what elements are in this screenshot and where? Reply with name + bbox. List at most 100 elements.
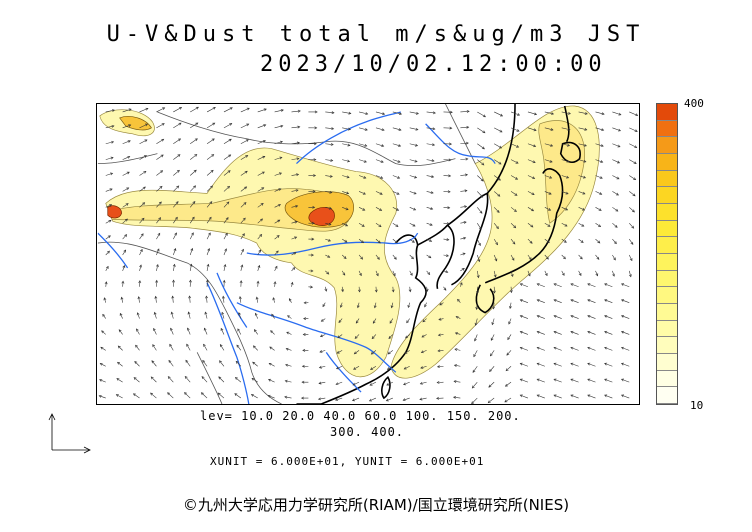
wind-arrow-head [313, 174, 317, 177]
contour-levels-cont: 300. 400. [330, 425, 405, 439]
wind-arrow-head [620, 362, 625, 366]
wind-arrow [472, 381, 478, 389]
wind-arrow [421, 350, 427, 353]
wind-arrow-head [356, 305, 360, 309]
wind-arrow [100, 363, 106, 367]
wind-arrow [187, 327, 191, 335]
wind-arrow [493, 302, 495, 309]
wind-arrow-head [171, 295, 175, 299]
wind-arrow-head [478, 226, 482, 230]
wind-arrow [173, 154, 181, 160]
wind-arrow-head [303, 317, 307, 321]
wind-arrow [287, 315, 292, 319]
wind-arrow [409, 270, 413, 276]
wind-arrow [375, 111, 385, 115]
wind-arrow-head [252, 361, 256, 365]
wind-arrow [171, 312, 174, 319]
wind-arrow [629, 143, 637, 148]
wind-arrow-head [151, 360, 155, 364]
wind-arrow [612, 127, 621, 132]
wind-arrow-head [245, 139, 249, 143]
wind-arrow-head [547, 224, 551, 227]
wind-arrow [510, 127, 520, 132]
wind-arrow-head [628, 274, 632, 278]
wind-arrow [595, 238, 601, 244]
wind-arrow [460, 206, 467, 208]
wind-arrow-head [155, 279, 159, 283]
wind-arrow-head [361, 240, 365, 244]
wind-arrow-head [297, 125, 301, 129]
wind-arrow [561, 175, 569, 179]
wind-arrow-head [346, 191, 350, 195]
wind-arrow [156, 123, 165, 129]
wind-arrow-head [570, 299, 574, 302]
wind-arrow [426, 254, 432, 259]
wind-arrow [104, 297, 107, 303]
wind-arrow [358, 238, 364, 243]
wind-arrow [409, 111, 419, 115]
wind-arrow [438, 334, 444, 336]
wind-arrow-head [128, 124, 132, 128]
wind-arrow-head [427, 272, 431, 276]
wind-arrow-head [587, 283, 591, 286]
wind-arrow [426, 127, 435, 130]
wind-arrow-head [631, 209, 635, 213]
colorbar-segment [657, 337, 677, 354]
wind-arrow [105, 172, 113, 176]
wind-arrow-head [123, 249, 127, 253]
wind-arrow-head [570, 362, 574, 366]
wind-arrow-head [209, 201, 213, 205]
wind-arrow [116, 378, 123, 383]
wind-arrow-head [136, 328, 139, 332]
wind-arrow [173, 170, 180, 176]
wind-arrow [490, 350, 495, 357]
wind-arrow [510, 191, 518, 196]
wind-arrow [392, 207, 399, 211]
wind-arrow [621, 331, 630, 335]
wind-arrow [438, 318, 444, 320]
wind-arrow [325, 238, 331, 242]
wind-arrow-head [437, 333, 441, 337]
wind-arrow [285, 380, 292, 383]
wind-arrow-head [630, 241, 634, 245]
wind-arrow-head [462, 252, 466, 256]
wind-arrow-head [138, 280, 142, 284]
wind-arrow-head [419, 381, 423, 385]
wind-arrow-head [413, 191, 417, 195]
wind-arrow [336, 365, 343, 370]
wind-arrow [122, 234, 127, 240]
wind-arrow-head [313, 158, 317, 162]
wind-arrow-head [582, 191, 586, 195]
wind-arrow-head [363, 159, 367, 163]
wind-arrow-head [516, 129, 520, 132]
wind-arrow-head [432, 127, 436, 131]
wind-arrow [612, 254, 616, 261]
wind-arrow [358, 270, 362, 276]
wind-arrow-head [583, 143, 587, 147]
wind-arrow [269, 346, 275, 351]
wind-arrow [102, 314, 106, 319]
wind-arrow [342, 175, 350, 178]
wind-arrow [426, 111, 436, 114]
wind-arrow-head [190, 247, 194, 252]
wind-arrow-head [613, 257, 616, 261]
wind-arrow-head [455, 316, 459, 319]
wind-arrow-head [235, 360, 239, 364]
wind-arrow [319, 365, 326, 369]
wind-arrow [156, 154, 164, 160]
wind-arrow [595, 175, 603, 179]
wind-arrow-head [144, 123, 149, 127]
wind-arrow-head [553, 330, 557, 334]
wind-arrow-head [101, 330, 105, 334]
wind-arrow [240, 217, 246, 224]
wind-arrow [239, 296, 242, 303]
wind-arrow-head [587, 346, 591, 350]
wind-arrow-head [507, 337, 511, 341]
wind-arrow-head [300, 396, 304, 400]
wind-arrow [587, 299, 596, 303]
wind-arrow [505, 381, 512, 387]
wind-arrow [595, 191, 602, 195]
wind-arrow [274, 266, 278, 272]
wind-arrow [116, 394, 123, 399]
wind-arrow [460, 268, 465, 272]
